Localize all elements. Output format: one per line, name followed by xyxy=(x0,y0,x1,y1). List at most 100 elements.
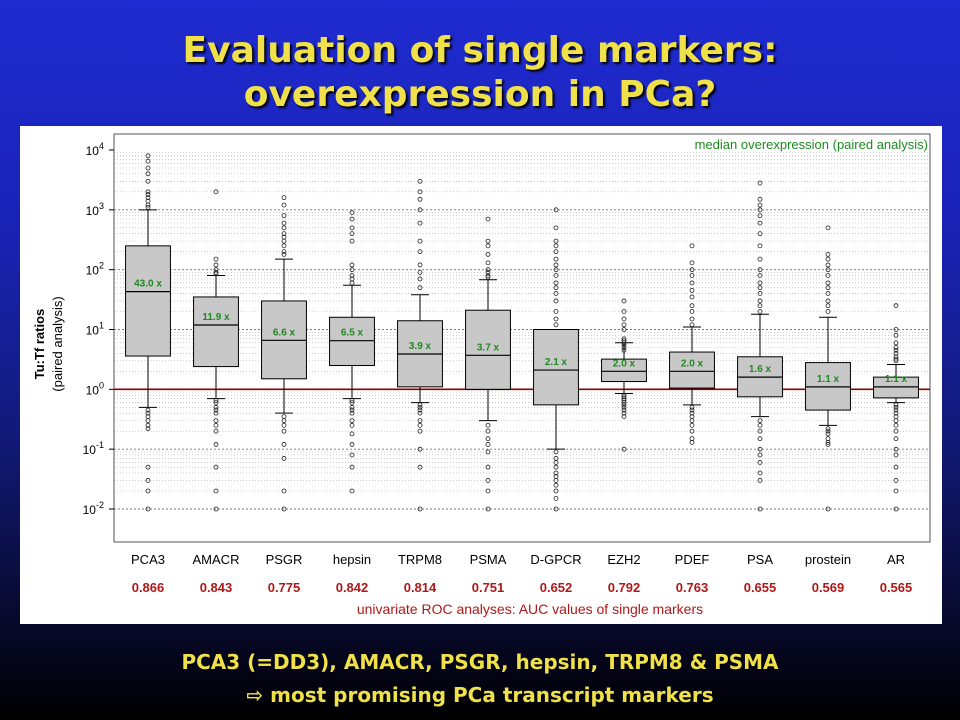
auc-value: 0.842 xyxy=(336,580,369,595)
outlier-point xyxy=(486,437,490,441)
box-ezh2: 2.0 x xyxy=(602,299,647,451)
outlier-point xyxy=(622,323,626,327)
y-tick-label: 104 xyxy=(86,141,104,158)
boxplot-chart-panel: 43.0 x 11.9 x 6.6 x 6.5 x 3.9 x 3.7 x 2.1 x 2.0… xyxy=(20,126,942,624)
outlier-point xyxy=(894,304,898,308)
outlier-point xyxy=(690,244,694,248)
outlier-point xyxy=(758,437,762,441)
outlier-point xyxy=(554,263,558,267)
outlier-point xyxy=(282,196,286,200)
box-hepsin: 6.5 x xyxy=(330,211,375,493)
box-amacr: 11.9 x xyxy=(194,190,239,511)
category-label: hepsin xyxy=(333,552,371,567)
outlier-point xyxy=(554,244,558,248)
outlier-point xyxy=(758,423,762,427)
outlier-point xyxy=(690,295,694,299)
outlier-point xyxy=(690,317,694,321)
median-label: 43.0 x xyxy=(134,279,162,290)
y-axis-label: Tu:Tf ratios xyxy=(32,309,47,380)
median-label: 1.6 x xyxy=(749,364,772,375)
category-label: AR xyxy=(887,552,905,567)
outlier-point xyxy=(690,423,694,427)
median-label: 11.9 x xyxy=(202,312,230,323)
outlier-point xyxy=(214,442,218,446)
outlier-point xyxy=(690,304,694,308)
y-axis-sublabel: (paired analysis) xyxy=(50,296,65,391)
box-iqr xyxy=(330,317,375,365)
outlier-point xyxy=(418,423,422,427)
outlier-point xyxy=(350,263,354,267)
auc-title: univariate ROC analyses: AUC values of s… xyxy=(357,601,703,617)
category-label: PSMA xyxy=(470,552,507,567)
outlier-point xyxy=(826,304,830,308)
outlier-point xyxy=(894,437,898,441)
y-tick-label: 10-2 xyxy=(83,500,104,517)
outlier-point xyxy=(282,423,286,427)
box-psma: 3.7 x xyxy=(466,217,511,511)
auc-value-layer: 0.866 0.843 0.775 0.842 0.814 0.751 0.652 0.792… xyxy=(132,580,913,595)
outlier-point xyxy=(826,432,830,436)
box-trpm8: 3.9 x xyxy=(398,179,443,511)
auc-value: 0.866 xyxy=(132,580,165,595)
outlier-point xyxy=(554,483,558,487)
outlier-point xyxy=(214,423,218,427)
outlier-point xyxy=(486,423,490,427)
outlier-point xyxy=(758,244,762,248)
outlier-point xyxy=(826,263,830,267)
outlier-point xyxy=(350,423,354,427)
y-tick-label: 100 xyxy=(86,380,104,397)
y-tick-layer: 104 103 102 101 100 10-1 10-2 xyxy=(83,141,114,517)
y-tick-label: 103 xyxy=(86,201,104,218)
box-pdef: 2.0 x xyxy=(670,244,715,444)
auc-value: 0.652 xyxy=(540,580,573,595)
outlier-point xyxy=(758,197,762,201)
box-iqr xyxy=(194,297,239,367)
outlier-point xyxy=(826,252,830,256)
auc-value: 0.751 xyxy=(472,580,505,595)
category-label-layer: PCA3 AMACR PSGR hepsin TRPM8 PSMA D-GPCR EZH2 PD… xyxy=(131,552,905,567)
outlier-point xyxy=(690,323,694,327)
outlier-point xyxy=(214,263,218,267)
median-label: 2.1 x xyxy=(545,357,568,368)
outlier-point xyxy=(554,496,558,500)
category-label: PSGR xyxy=(266,552,303,567)
y-tick-label: 102 xyxy=(86,261,104,278)
outlier-point xyxy=(350,432,354,436)
boxplot-chart: 43.0 x 11.9 x 6.6 x 6.5 x 3.9 x 3.7 x 2.1 x 2.0… xyxy=(20,126,942,624)
outlier-point xyxy=(418,197,422,201)
slide-title-line-2: overexpression in PCa? xyxy=(0,74,960,116)
outlier-point xyxy=(554,257,558,261)
outlier-point xyxy=(486,252,490,256)
median-label: 1.1 x xyxy=(817,374,840,385)
median-label: 3.7 x xyxy=(477,342,500,353)
box-pca3: 43.0 x xyxy=(126,154,171,511)
auc-value: 0.569 xyxy=(812,580,845,595)
chart-legend: median overexpression (paired analysis) xyxy=(695,137,928,152)
box-iqr xyxy=(126,246,171,356)
y-tick-label: 101 xyxy=(86,321,104,338)
category-label: TRPM8 xyxy=(398,552,442,567)
outlier-point xyxy=(486,244,490,248)
auc-value: 0.814 xyxy=(404,580,437,595)
outlier-point xyxy=(146,159,150,163)
y-tick-label: 10-1 xyxy=(83,440,104,457)
outlier-point xyxy=(350,442,354,446)
box-d-gpcr: 2.1 x xyxy=(534,208,579,511)
outlier-point xyxy=(758,203,762,207)
box-psa: 1.6 x xyxy=(738,181,783,511)
median-label: 6.5 x xyxy=(341,328,364,339)
category-label: PDEF xyxy=(675,552,710,567)
outlier-point xyxy=(826,257,830,261)
outlier-point xyxy=(894,423,898,427)
auc-value: 0.565 xyxy=(880,580,913,595)
auc-value: 0.792 xyxy=(608,580,641,595)
outlier-point xyxy=(418,263,422,267)
outlier-point xyxy=(758,257,762,261)
outlier-point xyxy=(282,415,286,419)
outlier-point xyxy=(690,261,694,265)
box-psgr: 6.6 x xyxy=(262,196,307,511)
outlier-point xyxy=(282,203,286,207)
outlier-point xyxy=(214,257,218,261)
outlier-point xyxy=(622,317,626,321)
outlier-point xyxy=(282,244,286,248)
